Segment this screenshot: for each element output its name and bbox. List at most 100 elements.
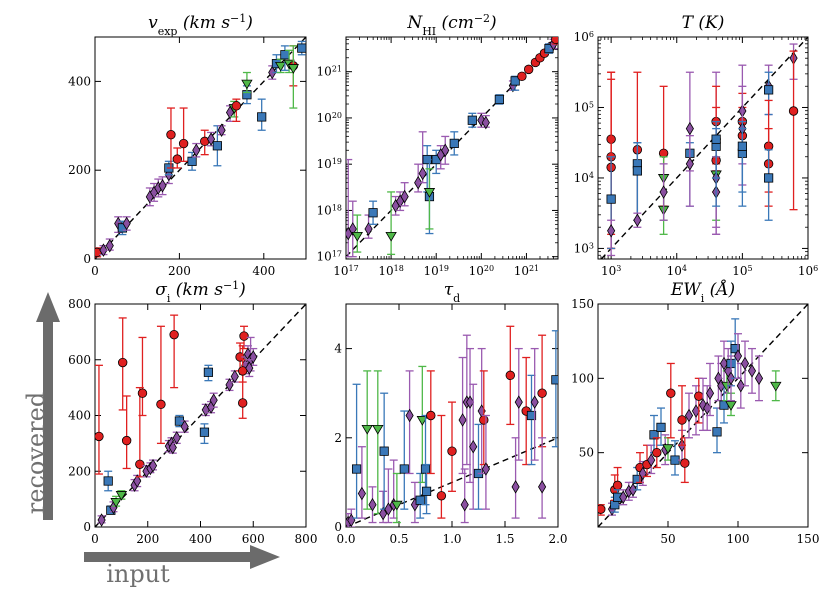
data-point-purple bbox=[607, 219, 616, 257]
circle-marker bbox=[517, 71, 527, 82]
diamond-marker bbox=[684, 408, 694, 423]
circle-marker bbox=[666, 388, 676, 398]
diamond-marker bbox=[230, 369, 239, 384]
panel-ew: 50 100 150 50 100 150 EWi (Å) bbox=[571, 279, 819, 546]
data-point-blue bbox=[399, 410, 409, 510]
circle-marker bbox=[551, 37, 558, 45]
triangle-marker bbox=[351, 231, 363, 242]
diamond-marker bbox=[268, 65, 277, 80]
circle-marker bbox=[178, 138, 189, 149]
triangle-marker bbox=[287, 64, 300, 74]
y-tick-label: 600 bbox=[68, 353, 91, 367]
x-tick-label: 106 bbox=[798, 264, 818, 279]
y-tick-label: 1018 bbox=[317, 203, 342, 218]
data-point-red bbox=[517, 71, 527, 82]
data-point-purple bbox=[460, 468, 469, 524]
diamond-marker bbox=[368, 497, 377, 512]
diamond-marker bbox=[740, 356, 750, 371]
diamond-marker bbox=[747, 364, 757, 378]
y-tick-label: 4 bbox=[334, 342, 342, 356]
points-layer bbox=[346, 37, 558, 258]
data-point-blue bbox=[431, 149, 441, 175]
data-point-green bbox=[241, 71, 253, 94]
square-marker bbox=[103, 476, 113, 486]
data-point-red bbox=[95, 364, 104, 475]
triangle-marker bbox=[391, 500, 403, 511]
circle-marker bbox=[788, 106, 799, 116]
x-tick-label: 800 bbox=[295, 532, 318, 546]
diamond-marker bbox=[458, 413, 467, 427]
data-point-red bbox=[666, 362, 676, 439]
data-point-purple bbox=[736, 362, 745, 409]
data-point-blue bbox=[257, 98, 267, 131]
recovered-label: recovered bbox=[22, 392, 50, 514]
circle-marker bbox=[169, 329, 179, 340]
diamond-marker bbox=[172, 431, 181, 445]
circle-marker bbox=[612, 480, 623, 491]
data-point-purple bbox=[133, 474, 142, 488]
circle-marker bbox=[677, 415, 687, 425]
data-point-red bbox=[523, 64, 534, 75]
circle-marker bbox=[426, 410, 436, 421]
square-marker bbox=[421, 486, 432, 496]
data-point-purple bbox=[379, 490, 388, 524]
circle-marker bbox=[523, 64, 534, 75]
x-tick-label: 1.0 bbox=[442, 532, 461, 546]
y-tick-label: 1021 bbox=[317, 64, 342, 79]
y-tick-label: 0 bbox=[83, 520, 91, 534]
x-tick-label: 400 bbox=[252, 264, 275, 278]
square-marker bbox=[187, 156, 197, 166]
data-point-purple bbox=[458, 356, 467, 475]
data-point-red bbox=[537, 334, 547, 448]
data-point-green bbox=[385, 191, 397, 256]
data-point-green bbox=[351, 214, 363, 253]
x-tick-label: 200 bbox=[136, 532, 159, 546]
square-marker bbox=[632, 166, 642, 176]
square-marker bbox=[764, 173, 774, 183]
square-marker bbox=[551, 375, 558, 385]
data-point-red bbox=[117, 317, 128, 411]
data-point-red bbox=[200, 129, 210, 156]
data-point-red bbox=[426, 370, 436, 475]
data-point-red bbox=[436, 414, 447, 519]
square-marker bbox=[730, 343, 740, 354]
x-tick-label: 400 bbox=[189, 532, 212, 546]
diamond-marker bbox=[357, 486, 366, 501]
data-point-purple bbox=[733, 333, 743, 379]
x-tick-label: 1018 bbox=[378, 264, 403, 279]
square-marker bbox=[649, 430, 659, 440]
diamond-marker bbox=[647, 453, 656, 467]
square-marker bbox=[712, 427, 722, 437]
data-point-purple bbox=[511, 437, 520, 519]
square-marker bbox=[203, 367, 214, 377]
points-layer bbox=[95, 314, 258, 527]
diamond-marker bbox=[638, 466, 647, 481]
recovered-arrow bbox=[36, 292, 60, 520]
panel-vexp: 0 200 400 0 200 400 vexp (km s−1) bbox=[68, 12, 307, 278]
x-tick-label: 1019 bbox=[423, 264, 448, 279]
triangle-marker bbox=[361, 424, 373, 435]
square-marker bbox=[467, 115, 477, 125]
circle-marker bbox=[598, 504, 606, 514]
x-tick-label: 0.0 bbox=[336, 532, 355, 546]
square-marker bbox=[526, 410, 537, 421]
panel-title: vexp (km s−1) bbox=[148, 12, 253, 38]
circle-marker bbox=[156, 399, 166, 410]
diamond-marker bbox=[736, 378, 745, 393]
triangle-marker bbox=[770, 381, 782, 392]
data-point-blue bbox=[368, 200, 378, 225]
data-point-blue bbox=[649, 414, 659, 454]
circle-marker bbox=[121, 435, 132, 446]
data-point-purple bbox=[148, 458, 158, 473]
points-layer bbox=[95, 40, 306, 258]
x-tick-label: 1021 bbox=[514, 264, 539, 279]
data-point-red bbox=[447, 401, 457, 492]
data-point-red bbox=[505, 325, 516, 426]
data-point-purple bbox=[481, 414, 490, 510]
diamond-marker bbox=[719, 356, 729, 371]
y-tick-label: 100 bbox=[571, 371, 594, 385]
circle-marker bbox=[447, 446, 457, 456]
data-point-purple bbox=[538, 437, 547, 519]
diamond-marker bbox=[628, 483, 638, 497]
y-tick-label: 1019 bbox=[317, 157, 342, 172]
